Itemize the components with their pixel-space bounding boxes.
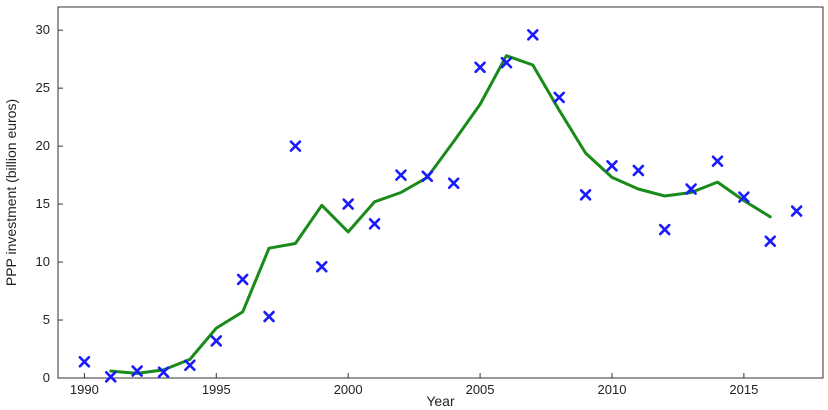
data-point xyxy=(263,310,275,323)
y-axis-title: PPP investment (billion euros) xyxy=(3,99,19,286)
x-tick-label: 2015 xyxy=(729,382,758,397)
data-point xyxy=(632,164,645,177)
data-point xyxy=(421,170,434,183)
x-marker xyxy=(685,183,697,195)
y-axis: 0 5 10 15 20 25 30 xyxy=(36,22,63,385)
y-tick-label: 30 xyxy=(36,22,50,37)
x-marker xyxy=(157,366,170,379)
x-marker xyxy=(764,235,777,247)
x-marker xyxy=(711,155,724,167)
x-marker xyxy=(553,91,566,104)
data-point xyxy=(236,273,249,286)
data-point xyxy=(342,198,354,210)
data-point xyxy=(315,260,328,273)
data-point xyxy=(553,91,566,104)
x-marker xyxy=(315,260,328,273)
data-point xyxy=(500,56,513,69)
data-point xyxy=(579,189,592,201)
x-tick-label: 2005 xyxy=(466,382,495,397)
x-marker xyxy=(421,170,434,183)
x-marker xyxy=(289,140,302,152)
trend-line xyxy=(109,54,772,375)
data-point xyxy=(527,29,539,41)
x-axis: 1990 1995 2000 2005 2010 2015 xyxy=(70,373,758,397)
x-marker xyxy=(474,61,486,74)
data-point xyxy=(210,335,223,347)
data-point xyxy=(184,359,196,372)
series-layer xyxy=(78,29,803,383)
data-point xyxy=(289,140,302,152)
x-marker xyxy=(790,205,803,217)
data-point xyxy=(790,205,803,217)
x-marker xyxy=(104,371,117,383)
y-tick-label: 0 xyxy=(43,370,50,385)
data-point xyxy=(711,155,724,167)
y-tick-label: 5 xyxy=(43,312,50,327)
data-point xyxy=(131,365,143,377)
x-marker xyxy=(527,29,539,41)
x-marker xyxy=(632,164,645,177)
x-marker xyxy=(342,198,354,210)
x-marker xyxy=(131,365,143,377)
data-point xyxy=(395,169,407,181)
x-marker xyxy=(395,169,407,181)
data-point xyxy=(658,223,671,236)
data-point xyxy=(685,183,697,195)
data-point xyxy=(157,366,170,379)
y-tick-label: 20 xyxy=(36,138,50,153)
x-axis-title: Year xyxy=(426,393,455,409)
x-tick-label: 1990 xyxy=(70,382,99,397)
x-marker xyxy=(184,359,196,372)
x-tick-label: 2000 xyxy=(334,382,363,397)
data-point xyxy=(368,218,381,230)
x-tick-label: 1995 xyxy=(202,382,231,397)
x-marker xyxy=(236,273,249,286)
x-marker xyxy=(500,56,513,69)
x-marker xyxy=(210,335,223,347)
y-tick-label: 15 xyxy=(36,196,50,211)
x-marker xyxy=(263,310,275,323)
x-tick-label: 2010 xyxy=(598,382,627,397)
y-tick-label: 10 xyxy=(36,254,50,269)
x-marker xyxy=(606,160,618,172)
data-point xyxy=(764,235,777,247)
plot-frame xyxy=(57,6,824,379)
x-marker xyxy=(78,355,91,368)
x-marker xyxy=(658,223,671,236)
data-point xyxy=(104,371,117,383)
data-point xyxy=(738,191,750,203)
data-point xyxy=(78,355,91,368)
data-point xyxy=(474,61,486,74)
data-point xyxy=(606,160,618,172)
x-marker xyxy=(738,191,750,203)
y-tick-label: 25 xyxy=(36,80,50,95)
x-marker xyxy=(447,177,460,190)
data-point xyxy=(447,177,460,190)
x-marker xyxy=(579,189,592,201)
x-marker xyxy=(368,218,381,230)
